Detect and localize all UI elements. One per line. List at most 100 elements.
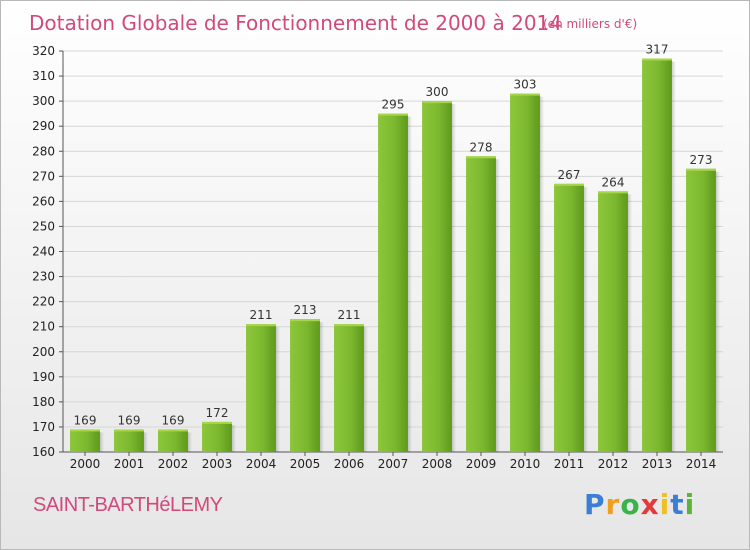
bar-highlight bbox=[686, 168, 716, 171]
value-label-2000: 169 bbox=[74, 413, 97, 427]
bar-2006 bbox=[334, 324, 364, 452]
bar-shadow bbox=[143, 432, 148, 452]
value-label-2004: 211 bbox=[250, 308, 273, 322]
x-tick-label-2013: 2013 bbox=[642, 457, 673, 471]
value-label-2012: 264 bbox=[602, 175, 625, 189]
bar-2005 bbox=[290, 319, 320, 452]
value-label-2009: 278 bbox=[470, 140, 493, 154]
y-tick-label: 320 bbox=[32, 44, 55, 58]
bar-2008 bbox=[422, 101, 452, 452]
x-tick-label-2007: 2007 bbox=[378, 457, 409, 471]
y-tick-label: 230 bbox=[32, 270, 55, 284]
value-label-2008: 300 bbox=[426, 85, 449, 99]
x-tick-label-2002: 2002 bbox=[158, 457, 189, 471]
bar-2000 bbox=[70, 429, 100, 452]
y-tick-label: 290 bbox=[32, 119, 55, 133]
x-tick-label-2006: 2006 bbox=[334, 457, 365, 471]
x-tick-label-2000: 2000 bbox=[70, 457, 101, 471]
label-layer: 169 169 169 172 211 213 211 295 300 278 303 267 264 3… bbox=[74, 43, 713, 428]
x-tick-label-2010: 2010 bbox=[510, 457, 541, 471]
y-tick-label: 240 bbox=[32, 245, 55, 259]
value-label-2011: 267 bbox=[558, 168, 581, 182]
y-tick-label: 280 bbox=[32, 144, 55, 158]
bar-highlight bbox=[70, 429, 100, 432]
bar-2004 bbox=[246, 324, 276, 452]
bar-2002 bbox=[158, 429, 188, 452]
y-tick-label: 160 bbox=[32, 445, 55, 459]
y-tick-label: 300 bbox=[32, 94, 55, 108]
logo-letter: r bbox=[605, 488, 621, 521]
bar-highlight bbox=[598, 191, 628, 194]
y-tick-label: 190 bbox=[32, 370, 55, 384]
value-label-2013: 317 bbox=[646, 43, 669, 57]
value-label-2006: 211 bbox=[338, 308, 361, 322]
bar-shadow bbox=[715, 171, 720, 452]
x-tick-label-2001: 2001 bbox=[114, 457, 145, 471]
logo-letter: i bbox=[684, 488, 696, 521]
bar-highlight bbox=[246, 324, 276, 327]
bar-2009 bbox=[466, 156, 496, 452]
bar-highlight bbox=[114, 429, 144, 432]
bar-highlight bbox=[422, 101, 452, 104]
y-tick-label: 310 bbox=[32, 69, 55, 83]
y-tick-label: 250 bbox=[32, 219, 55, 233]
logo-letter: x bbox=[640, 488, 660, 521]
commune-name: SAINT-BARTHéLEMY bbox=[33, 494, 223, 516]
y-tick-label: 260 bbox=[32, 194, 55, 208]
logo-letter: i bbox=[659, 488, 671, 521]
bar-highlight bbox=[290, 319, 320, 322]
bar-highlight bbox=[334, 324, 364, 327]
bar-highlight bbox=[378, 113, 408, 116]
y-tick-label: 200 bbox=[32, 345, 55, 359]
bar-highlight bbox=[554, 183, 584, 186]
x-tick-label-2004: 2004 bbox=[246, 457, 277, 471]
bar-shadow bbox=[495, 159, 500, 452]
bar-shadow bbox=[231, 424, 236, 452]
bar-shadow bbox=[275, 327, 280, 452]
chart-title: Dotation Globale de Fonctionnement de 20… bbox=[29, 11, 562, 35]
logo-letter: t bbox=[670, 488, 685, 521]
value-label-2010: 303 bbox=[514, 78, 537, 92]
bar-highlight bbox=[510, 93, 540, 96]
y-tick-label: 210 bbox=[32, 320, 55, 334]
y-tick-label: 270 bbox=[32, 169, 55, 183]
axis-layer: 160 170 180 190 200 210 220 230 240 250 260 270 280 2… bbox=[32, 44, 723, 471]
x-tick-label-2014: 2014 bbox=[686, 457, 717, 471]
proxiti-logo: Proxiti bbox=[584, 488, 695, 521]
bar-2003 bbox=[202, 421, 232, 452]
bar-shadow bbox=[407, 116, 412, 452]
bar-2011 bbox=[554, 183, 584, 453]
bar-shadow bbox=[319, 322, 324, 452]
bar-2014 bbox=[686, 168, 716, 452]
y-tick-label: 180 bbox=[32, 395, 55, 409]
bar-2012 bbox=[598, 191, 628, 452]
x-tick-label-2005: 2005 bbox=[290, 457, 321, 471]
bar-highlight bbox=[158, 429, 188, 432]
value-label-2003: 172 bbox=[206, 406, 229, 420]
x-tick-label-2003: 2003 bbox=[202, 457, 233, 471]
bar-highlight bbox=[466, 156, 496, 159]
x-tick-label-2008: 2008 bbox=[422, 457, 453, 471]
bar-layer bbox=[70, 58, 720, 453]
bar-shadow bbox=[539, 96, 544, 452]
chart-subtitle: (en milliers d'€) bbox=[543, 17, 637, 31]
bar-highlight bbox=[202, 421, 232, 424]
bar-shadow bbox=[451, 104, 456, 452]
bar-shadow bbox=[363, 327, 368, 452]
bar-2001 bbox=[114, 429, 144, 452]
y-tick-label: 170 bbox=[32, 420, 55, 434]
bar-shadow bbox=[99, 432, 104, 452]
x-tick-label-2009: 2009 bbox=[466, 457, 497, 471]
bar-shadow bbox=[583, 186, 588, 453]
value-label-2001: 169 bbox=[118, 413, 141, 427]
bar-shadow bbox=[671, 61, 676, 453]
bar-2013 bbox=[642, 58, 672, 453]
x-tick-label-2012: 2012 bbox=[598, 457, 629, 471]
bar-2010 bbox=[510, 93, 540, 452]
logo-letter: P bbox=[584, 488, 606, 521]
value-label-2007: 295 bbox=[382, 98, 405, 112]
bar-2007 bbox=[378, 113, 408, 452]
bar-shadow bbox=[187, 432, 192, 452]
